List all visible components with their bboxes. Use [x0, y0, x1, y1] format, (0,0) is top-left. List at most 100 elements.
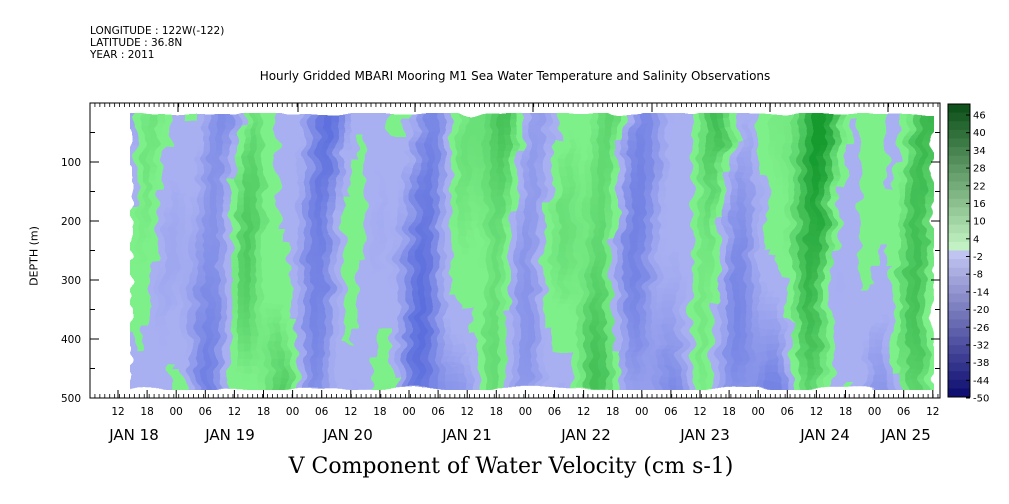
velocity-cell [183, 120, 192, 130]
velocity-cell [852, 212, 861, 222]
velocity-cell [738, 151, 747, 160]
velocity-cell [377, 350, 386, 360]
velocity-cell [772, 113, 780, 122]
velocity-cell [518, 197, 526, 206]
velocity-cell [846, 289, 854, 298]
velocity-cell [190, 381, 198, 390]
velocity-cell [692, 297, 700, 306]
velocity-cell [591, 258, 600, 268]
velocity-cell [759, 304, 767, 314]
velocity-cell [143, 343, 151, 352]
velocity-cell [196, 327, 205, 337]
velocity-cell [384, 373, 392, 383]
velocity-cell [812, 304, 821, 314]
velocity-cell [886, 320, 894, 329]
velocity-cell [678, 159, 687, 168]
velocity-cell [337, 350, 345, 360]
velocity-cell [150, 151, 158, 160]
velocity-cell [216, 258, 225, 268]
velocity-cell [538, 343, 546, 352]
velocity-cell [645, 281, 653, 291]
velocity-cell [551, 289, 560, 298]
velocity-cell [196, 166, 205, 176]
velocity-cell [558, 335, 566, 344]
velocity-cell [785, 113, 794, 122]
velocity-cell [337, 274, 345, 283]
velocity-cell [471, 274, 479, 283]
velocity-cell [498, 159, 506, 168]
velocity-cell [457, 113, 466, 122]
velocity-cell [511, 136, 519, 145]
velocity-cell [404, 136, 412, 145]
velocity-cell [618, 197, 626, 206]
velocity-cell [477, 304, 486, 314]
velocity-cell [257, 128, 265, 137]
velocity-cell [678, 289, 687, 298]
velocity-cell [397, 304, 406, 314]
velocity-cell [518, 120, 526, 130]
velocity-cell [263, 258, 272, 268]
velocity-cell [638, 166, 647, 176]
velocity-cell [779, 312, 787, 321]
velocity-cell [196, 335, 205, 344]
velocity-cell [805, 358, 814, 367]
velocity-cell [672, 212, 680, 222]
velocity-cell [759, 136, 767, 145]
velocity-cell [170, 343, 178, 352]
velocity-cell [397, 281, 406, 291]
velocity-cell [183, 304, 192, 314]
velocity-cell [370, 320, 379, 329]
velocity-cell [484, 228, 493, 237]
velocity-cell [431, 266, 439, 275]
velocity-cell [892, 258, 901, 268]
velocity-cell [625, 373, 633, 383]
velocity-cell [725, 228, 734, 237]
velocity-cell [364, 266, 372, 275]
velocity-cell [551, 182, 560, 191]
velocity-cell [685, 220, 693, 229]
velocity-cell [591, 212, 600, 222]
velocity-cell [886, 366, 894, 375]
velocity-cell [370, 228, 379, 237]
velocity-cell [250, 143, 258, 153]
velocity-cell [759, 120, 767, 130]
velocity-cell [203, 366, 212, 375]
velocity-cell [752, 343, 760, 352]
velocity-cell [464, 120, 473, 130]
velocity-cell [718, 174, 727, 183]
velocity-cell [799, 143, 807, 153]
velocity-cell [377, 189, 386, 199]
velocity-cell [350, 320, 359, 329]
velocity-cell [872, 143, 881, 153]
velocity-cell [926, 228, 934, 237]
velocity-cell [243, 151, 252, 160]
velocity-cell [170, 182, 178, 191]
velocity-cell [263, 197, 272, 206]
velocity-cell [919, 320, 928, 329]
velocity-cell [283, 235, 292, 245]
velocity-cell [765, 159, 774, 168]
velocity-cell [370, 205, 379, 214]
velocity-cell [919, 235, 928, 245]
velocity-cell [390, 197, 399, 206]
velocity-cell [658, 120, 667, 130]
velocity-cell [277, 189, 285, 199]
velocity-cell [892, 297, 901, 306]
velocity-cell [531, 289, 539, 298]
velocity-cell [297, 343, 305, 352]
velocity-cell [484, 366, 493, 375]
velocity-cell [772, 343, 780, 352]
velocity-cell [417, 228, 426, 237]
velocity-cell [919, 174, 928, 183]
velocity-cell [919, 343, 928, 352]
velocity-cell [491, 358, 499, 367]
velocity-cell [511, 113, 519, 122]
velocity-cell [223, 381, 232, 390]
velocity-cell [745, 327, 754, 337]
velocity-cell [511, 228, 519, 237]
velocity-cell [156, 189, 165, 199]
velocity-cell [906, 266, 914, 275]
velocity-cell [866, 197, 874, 206]
velocity-cell [411, 228, 419, 237]
velocity-cell [491, 258, 499, 268]
